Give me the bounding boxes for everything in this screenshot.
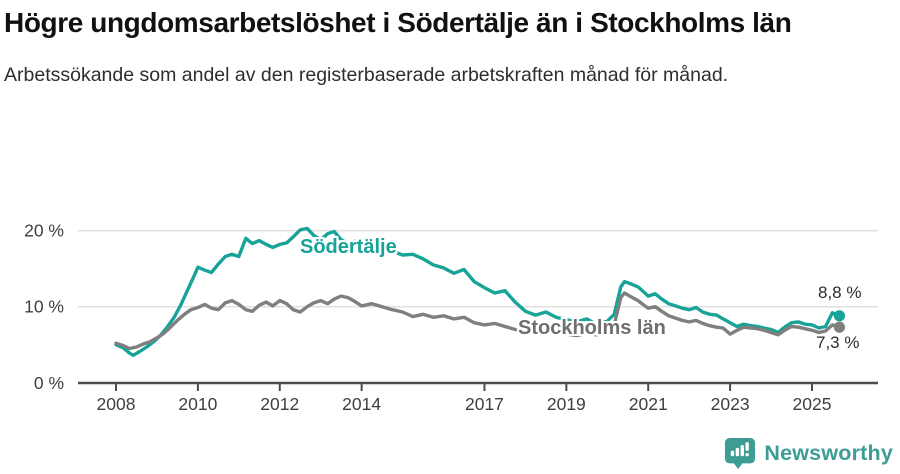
bar-2	[736, 447, 740, 457]
brand-name: Newsworthy	[764, 440, 893, 465]
exclamation-stem	[745, 442, 750, 451]
x-tick-label-2019: 2019	[547, 394, 586, 414]
series-line-1	[114, 291, 842, 351]
series-label-stockholms-lan: Stockholms län	[518, 317, 666, 339]
x-tick-label-2021: 2021	[629, 394, 668, 414]
end-dot-1	[833, 321, 846, 333]
exclamation-dot	[745, 453, 750, 457]
bar-3	[740, 445, 745, 457]
bar-1	[731, 450, 735, 457]
x-tick-label-2017: 2017	[465, 394, 504, 414]
pin-shape	[725, 437, 756, 469]
x-tick-label-2023: 2023	[711, 394, 750, 414]
series-line-0	[114, 226, 842, 357]
y-tick-label-10: 10 %	[24, 297, 64, 317]
brand-footer: Newsworthy	[724, 437, 893, 469]
end-value-label-sodertalje: 8,8 %	[818, 283, 862, 302]
x-tick-label-2012: 2012	[260, 394, 299, 414]
x-tick-label-2008: 2008	[97, 394, 136, 414]
x-tick-label-2014: 2014	[342, 394, 381, 414]
y-tick-label-0: 0 %	[34, 373, 64, 393]
series-label-sodertalje: Södertälje	[300, 236, 397, 258]
end-value-label-stockholms-lan: 7,3 %	[816, 333, 860, 352]
x-tick-label-2025: 2025	[793, 394, 832, 414]
page-title: Högre ungdomsarbetslöshet i Södertälje ä…	[4, 7, 792, 38]
end-dot-0	[833, 310, 846, 322]
page-subtitle: Arbetssökande som andel av den registerb…	[4, 63, 729, 86]
newsworthy-barchart-pin-icon	[725, 437, 756, 469]
y-tick-label-20: 20 %	[24, 221, 64, 241]
x-tick-label-2010: 2010	[178, 394, 217, 414]
